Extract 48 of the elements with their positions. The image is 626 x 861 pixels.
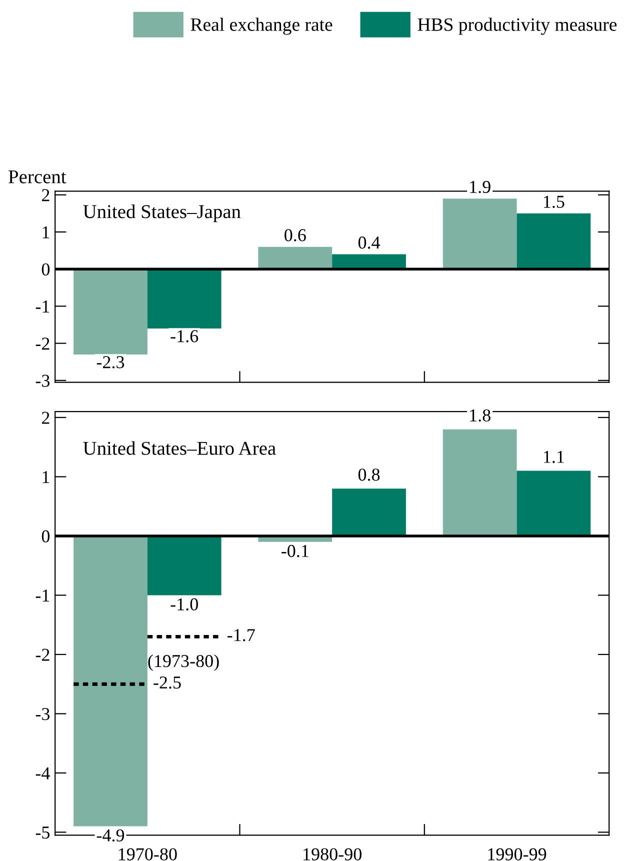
y-tick-label: -1	[36, 300, 50, 312]
y-tick-label: -4	[36, 767, 50, 780]
legend-label: Real exchange rate	[190, 18, 332, 35]
bar	[332, 488, 406, 536]
y-tick-label: 1	[42, 471, 50, 483]
ref-line-label: -2.5	[154, 676, 181, 689]
y-tick-label: 1	[42, 226, 50, 238]
bar	[258, 246, 332, 270]
data-label: -2.3	[96, 356, 124, 368]
bar	[332, 254, 406, 270]
data-label: 0.8	[358, 468, 380, 481]
bar	[74, 269, 148, 354]
bar	[516, 470, 591, 536]
bar	[516, 213, 591, 270]
y-tick-label: -1	[36, 590, 50, 602]
y-tick-label: 2	[42, 412, 50, 424]
data-label: 0.6	[284, 229, 306, 242]
data-label: -0.1	[282, 544, 308, 558]
bar	[442, 429, 517, 536]
y-tick-label: 2	[42, 189, 50, 202]
y-axis-title: Percent	[8, 170, 66, 184]
annotation: (1973-80)	[148, 654, 219, 671]
y-tick-label: -2	[36, 338, 50, 350]
y-tick-label: 0	[42, 530, 50, 542]
data-label: -1.6	[170, 330, 198, 342]
data-label: -1.0	[170, 598, 198, 610]
text: United States–Japan	[83, 204, 241, 222]
data-label: 0.4	[358, 236, 380, 249]
y-tick-label: -3	[36, 708, 50, 720]
bar	[74, 536, 148, 826]
x-tick-label: 1970-80	[118, 848, 177, 860]
x-tick-label: 1980-90	[304, 848, 362, 860]
data-label: -4.9	[96, 829, 124, 842]
y-tick-label: -2	[36, 648, 50, 661]
data-label: 1.9	[470, 180, 490, 194]
bar	[442, 198, 517, 270]
bar	[147, 536, 222, 596]
legend-label: HBS productivity measure	[418, 18, 617, 35]
text: United States–Euro Area	[83, 441, 276, 455]
bar	[147, 269, 222, 328]
ref-line-label: -1.7	[228, 629, 255, 642]
y-tick-label: -5	[36, 826, 50, 839]
data-label: 1.8	[470, 409, 490, 422]
y-tick-label: 0	[42, 263, 50, 276]
data-label: 1.5	[544, 196, 564, 208]
x-tick-label: 1990-99	[488, 848, 546, 860]
y-tick-label: -3	[36, 374, 50, 387]
data-label: 1.1	[544, 450, 564, 464]
